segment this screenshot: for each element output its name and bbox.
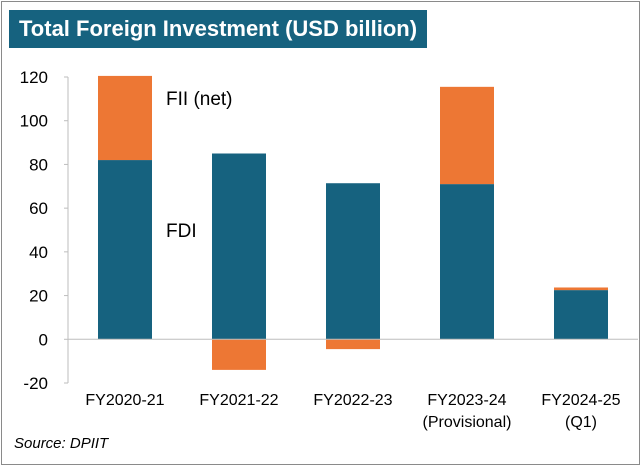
x-tick-label: FY2023-24 [427,392,506,409]
bar-fii [554,287,608,291]
y-tick-label: 20 [29,287,48,306]
x-tick-label: (Provisional) [423,414,512,431]
x-axis: FY2020-21 FY2021-22 FY2022-23 FY2023-24 (Pro… [68,338,638,431]
y-tick-label: 80 [29,155,48,174]
x-tick-label: (Q1) [565,414,597,431]
bar-fii [326,339,380,350]
series-label-fii: FII (net) [166,89,233,110]
bar-fdi [98,160,152,340]
y-tick-label: 60 [29,199,48,218]
source-note: Source: DPIIT [14,435,109,452]
y-axis: -20 0 20 40 60 80 100 120 [20,68,69,393]
series-label-fdi: FDI [166,221,197,242]
x-tick-label: FY2022-23 [313,392,392,409]
bar-fii [440,86,494,185]
y-tick-label: 40 [29,243,48,262]
y-tick-label: -20 [23,374,48,393]
bar-fdi [554,290,608,340]
y-tick-label: 0 [39,330,48,349]
bar-fdi [326,183,380,340]
series-labels: FII (net) FDI [166,89,233,242]
chart-title: Total Foreign Investment (USD billion) [9,10,428,48]
y-tick-label: 100 [20,112,48,131]
bar-fii [212,339,266,370]
x-tick-label: FY2024-25 [541,392,620,409]
bar-fdi [212,153,266,340]
x-tick-label: FY2020-21 [85,392,164,409]
bars [98,75,608,370]
bar-fii [98,75,152,161]
y-tick-label: 120 [20,68,48,87]
bar-fdi [440,184,494,340]
x-tick-label: FY2021-22 [199,392,278,409]
